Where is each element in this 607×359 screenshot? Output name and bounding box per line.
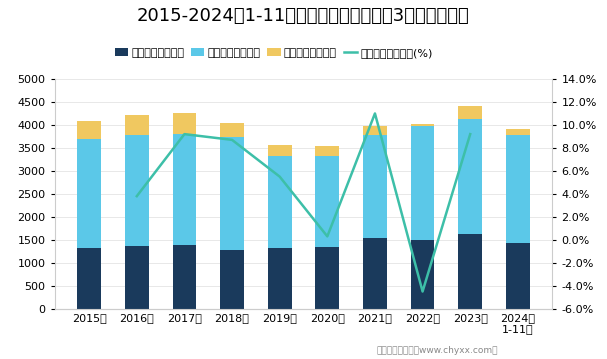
Text: 2015-2024年1-11月通用设备制造业企业3类费用统计图: 2015-2024年1-11月通用设备制造业企业3类费用统计图 (137, 7, 470, 25)
Bar (363, 135, 387, 238)
销售费用累计增长(%) (419, 289, 426, 294)
Bar (316, 156, 339, 247)
Bar (268, 156, 291, 248)
Bar (411, 124, 435, 126)
Bar (458, 234, 482, 309)
销售费用累计增长(%) (324, 234, 331, 238)
Bar (172, 134, 196, 245)
Bar (316, 146, 339, 156)
Bar (458, 106, 482, 119)
销售费用累计增长(%) (228, 138, 236, 142)
Text: 制图：智研咨询（www.chyxx.com）: 制图：智研咨询（www.chyxx.com） (376, 346, 498, 355)
Bar (125, 246, 149, 309)
Bar (268, 248, 291, 309)
Bar (220, 123, 244, 137)
Bar (125, 135, 149, 246)
Bar (77, 121, 101, 139)
Legend: 销售费用（亿元）, 管理费用（亿元）, 财务费用（亿元）, 销售费用累计增长(%): 销售费用（亿元）, 管理费用（亿元）, 财务费用（亿元）, 销售费用累计增长(%… (110, 43, 437, 62)
Bar (268, 145, 291, 156)
销售费用累计增长(%) (467, 132, 474, 136)
Bar (411, 240, 435, 309)
Bar (458, 119, 482, 234)
Line: 销售费用累计增长(%): 销售费用累计增长(%) (137, 113, 470, 292)
Bar (77, 248, 101, 309)
Bar (363, 238, 387, 309)
Bar (172, 245, 196, 309)
销售费用累计增长(%) (371, 111, 379, 116)
Bar (506, 129, 530, 135)
销售费用累计增长(%) (276, 174, 283, 179)
Bar (316, 247, 339, 309)
销售费用累计增长(%) (133, 194, 140, 198)
Bar (77, 139, 101, 248)
Bar (363, 126, 387, 135)
销售费用累计增长(%) (181, 132, 188, 136)
Bar (172, 113, 196, 134)
Bar (220, 250, 244, 309)
Bar (125, 115, 149, 135)
Bar (220, 137, 244, 250)
Bar (411, 126, 435, 240)
Bar (506, 243, 530, 309)
Bar (506, 135, 530, 243)
